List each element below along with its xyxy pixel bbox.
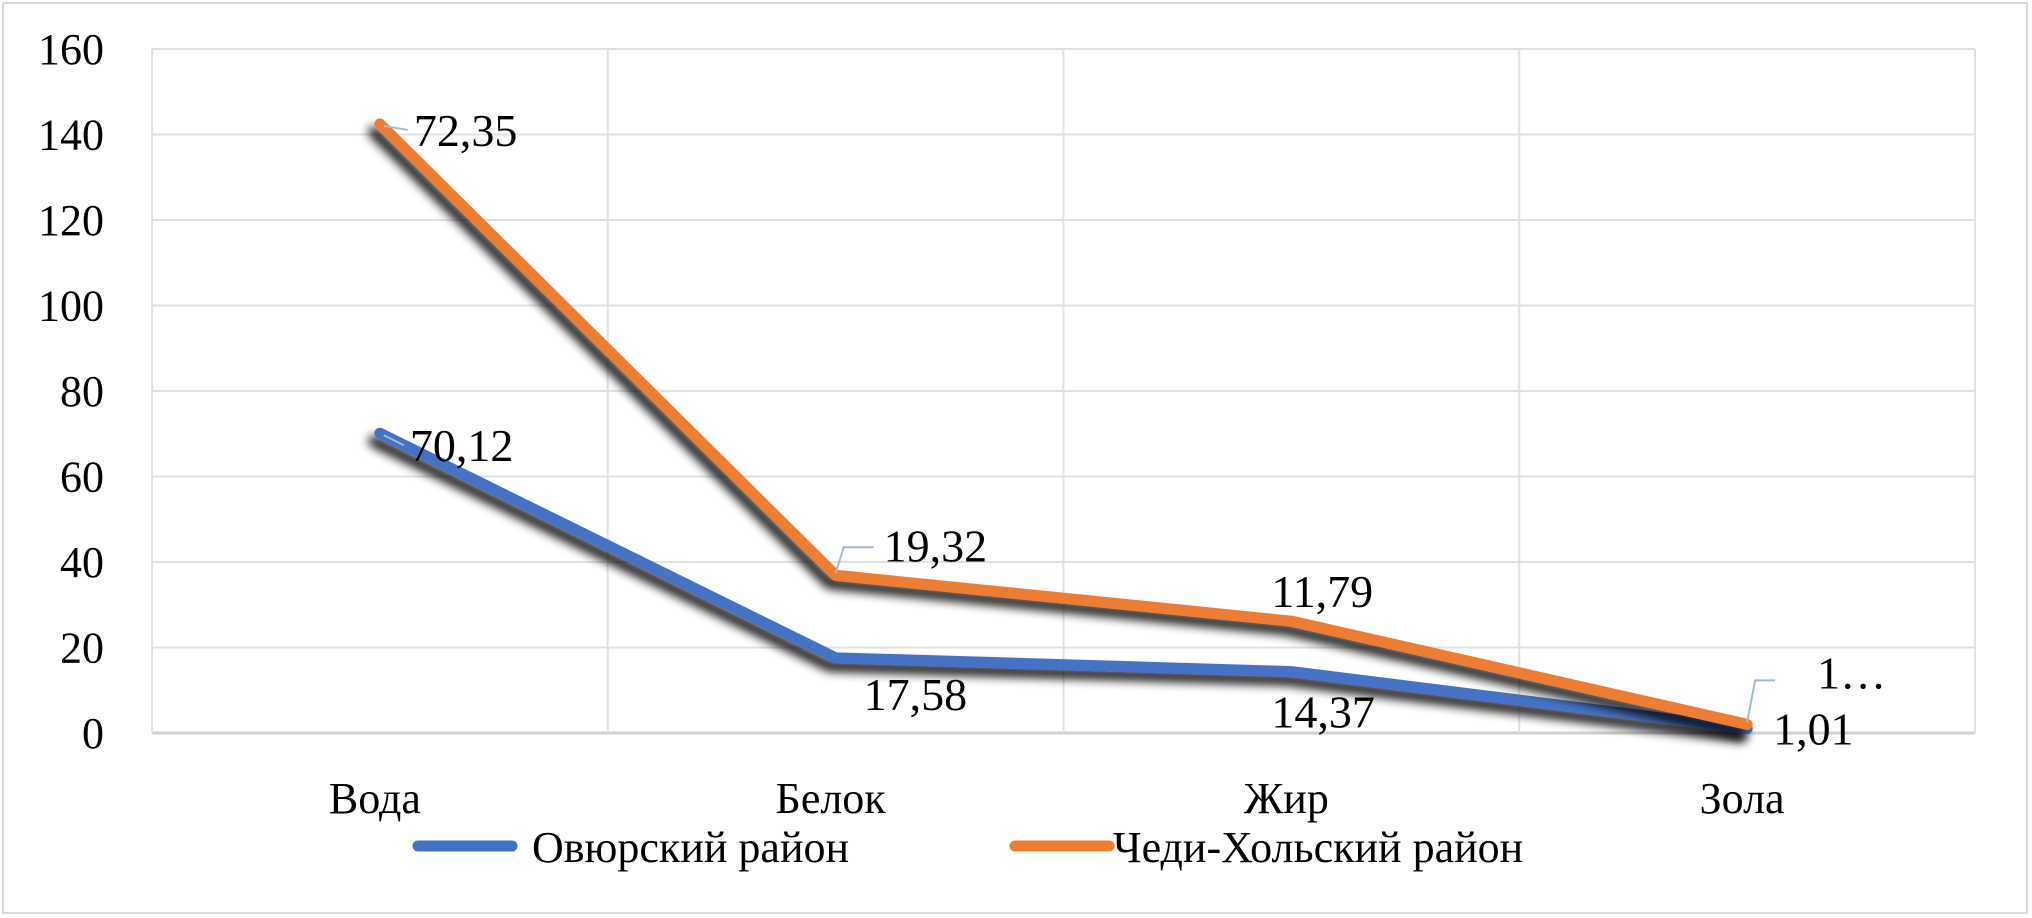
series-line-2 (374, 118, 1753, 730)
y-tick-label: 120 (38, 196, 104, 245)
data-labels: 70,12 17,58 14,37 1,01 72,35 19,32 11,79 1… (410, 105, 1886, 755)
y-tick-label: 100 (38, 282, 104, 331)
y-tick-label: 140 (38, 111, 104, 160)
leader-line (834, 546, 874, 574)
y-axis: 0 20 40 60 80 100 120 140 160 (38, 25, 104, 758)
data-label: 11,79 (1271, 566, 1373, 617)
series-lines (374, 118, 1753, 735)
leader-line (383, 124, 409, 131)
data-label: 1… (1817, 647, 1886, 698)
x-category-label: Жир (1244, 774, 1329, 823)
leader-lines (383, 124, 1776, 723)
leader-line (383, 434, 405, 447)
y-tick-label: 60 (60, 453, 104, 502)
data-label: 70,12 (410, 420, 514, 471)
leader-line (1746, 679, 1776, 723)
legend-label-1: Овюрский район (532, 823, 849, 872)
y-tick-label: 80 (60, 367, 104, 416)
y-tick-label: 40 (60, 538, 104, 587)
gridlines (151, 48, 1976, 735)
x-category-label: Белок (776, 774, 887, 823)
x-axis: Вода Белок Жир Зола (329, 774, 1785, 823)
data-label: 17,58 (864, 669, 968, 720)
data-label: 19,32 (884, 520, 988, 571)
y-tick-label: 0 (82, 709, 104, 758)
legend: Овюрский район Чеди-Хольский район (412, 823, 1523, 872)
y-tick-label: 20 (60, 624, 104, 673)
x-category-label: Зола (1700, 774, 1785, 823)
data-label: 72,35 (414, 105, 518, 156)
x-category-label: Вода (329, 774, 421, 823)
data-label: 1,01 (1773, 704, 1854, 755)
series-line-1 (374, 427, 1753, 735)
y-tick-label: 160 (38, 25, 104, 74)
data-label: 14,37 (1271, 687, 1375, 738)
legend-label-2: Чеди-Хольский район (1113, 823, 1523, 872)
